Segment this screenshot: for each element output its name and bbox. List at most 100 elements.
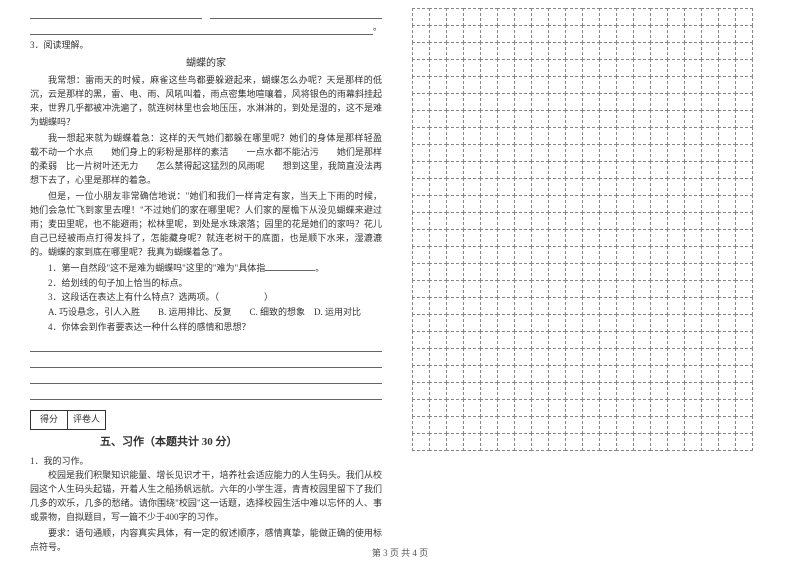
grid-cell[interactable] (599, 229, 617, 247)
grid-cell[interactable] (582, 144, 600, 162)
grid-cell[interactable] (650, 246, 668, 264)
grid-cell[interactable] (531, 8, 549, 26)
grid-cell[interactable] (565, 59, 583, 77)
grid-cell[interactable] (599, 42, 617, 60)
grid-cell[interactable] (718, 280, 736, 298)
grid-cell[interactable] (531, 365, 549, 383)
grid-cell[interactable] (565, 331, 583, 349)
grid-cell[interactable] (548, 348, 566, 366)
grid-cell[interactable] (582, 161, 600, 179)
grid-cell[interactable] (650, 416, 668, 434)
grid-cell[interactable] (633, 144, 651, 162)
grid-cell[interactable] (463, 348, 481, 366)
grid-cell[interactable] (616, 127, 634, 145)
grid-cell[interactable] (480, 144, 498, 162)
grid-cell[interactable] (735, 178, 753, 196)
grid-cell[interactable] (565, 382, 583, 400)
grid-cell[interactable] (684, 93, 702, 111)
grid-cell[interactable] (497, 161, 515, 179)
grid-cell[interactable] (735, 161, 753, 179)
grid-cell[interactable] (735, 195, 753, 213)
grid-cell[interactable] (429, 25, 447, 43)
grid-cell[interactable] (667, 76, 685, 94)
grid-cell[interactable] (548, 416, 566, 434)
grid-cell[interactable] (667, 161, 685, 179)
grid-cell[interactable] (480, 42, 498, 60)
grid-cell[interactable] (616, 76, 634, 94)
grid-cell[interactable] (667, 297, 685, 315)
grid-cell[interactable] (514, 195, 532, 213)
grid-cell[interactable] (531, 76, 549, 94)
grid-cell[interactable] (633, 297, 651, 315)
grid-cell[interactable] (514, 76, 532, 94)
grid-cell[interactable] (650, 280, 668, 298)
grid-cell[interactable] (446, 399, 464, 417)
grid-cell[interactable] (565, 144, 583, 162)
grid-cell[interactable] (531, 297, 549, 315)
grid-cell[interactable] (446, 8, 464, 26)
grid-cell[interactable] (412, 59, 430, 77)
grid-cell[interactable] (429, 331, 447, 349)
grid-cell[interactable] (616, 263, 634, 281)
grid-cell[interactable] (599, 382, 617, 400)
grid-cell[interactable] (446, 76, 464, 94)
grid-cell[interactable] (514, 212, 532, 230)
grid-cell[interactable] (667, 144, 685, 162)
grid-cell[interactable] (582, 399, 600, 417)
grid-cell[interactable] (565, 93, 583, 111)
grid-cell[interactable] (667, 382, 685, 400)
grid-cell[interactable] (718, 195, 736, 213)
grid-cell[interactable] (616, 178, 634, 196)
grid-cell[interactable] (531, 59, 549, 77)
grid-cell[interactable] (582, 127, 600, 145)
grid-cell[interactable] (684, 399, 702, 417)
grid-cell[interactable] (497, 297, 515, 315)
grid-cell[interactable] (684, 110, 702, 128)
grid-cell[interactable] (531, 314, 549, 332)
grid-cell[interactable] (497, 76, 515, 94)
grid-cell[interactable] (497, 263, 515, 281)
grid-cell[interactable] (599, 280, 617, 298)
grid-cell[interactable] (514, 416, 532, 434)
grid-cell[interactable] (735, 212, 753, 230)
grid-cell[interactable] (616, 297, 634, 315)
grid-cell[interactable] (412, 161, 430, 179)
grid-cell[interactable] (701, 144, 719, 162)
grid-cell[interactable] (582, 93, 600, 111)
grid-cell[interactable] (667, 195, 685, 213)
grid-cell[interactable] (429, 127, 447, 145)
grid-cell[interactable] (582, 382, 600, 400)
grid-cell[interactable] (565, 76, 583, 94)
grid-cell[interactable] (480, 314, 498, 332)
grid-cell[interactable] (565, 314, 583, 332)
grid-cell[interactable] (633, 399, 651, 417)
grid-cell[interactable] (412, 365, 430, 383)
grid-cell[interactable] (684, 433, 702, 451)
grid-cell[interactable] (531, 212, 549, 230)
grid-cell[interactable] (497, 110, 515, 128)
grid-cell[interactable] (735, 42, 753, 60)
grid-cell[interactable] (582, 297, 600, 315)
grid-cell[interactable] (412, 399, 430, 417)
grid-cell[interactable] (429, 42, 447, 60)
grid-cell[interactable] (531, 280, 549, 298)
grid-cell[interactable] (735, 246, 753, 264)
grid-cell[interactable] (446, 25, 464, 43)
grid-cell[interactable] (446, 42, 464, 60)
grid-cell[interactable] (514, 178, 532, 196)
grid-cell[interactable] (718, 348, 736, 366)
grid-cell[interactable] (514, 25, 532, 43)
grid-cell[interactable] (684, 263, 702, 281)
grid-cell[interactable] (497, 229, 515, 247)
grid-cell[interactable] (718, 399, 736, 417)
grid-cell[interactable] (616, 25, 634, 43)
grid-cell[interactable] (718, 212, 736, 230)
grid-cell[interactable] (633, 331, 651, 349)
grid-cell[interactable] (633, 365, 651, 383)
grid-cell[interactable] (497, 314, 515, 332)
grid-cell[interactable] (616, 195, 634, 213)
grid-cell[interactable] (701, 178, 719, 196)
grid-cell[interactable] (565, 8, 583, 26)
grid-cell[interactable] (582, 348, 600, 366)
grid-cell[interactable] (463, 144, 481, 162)
